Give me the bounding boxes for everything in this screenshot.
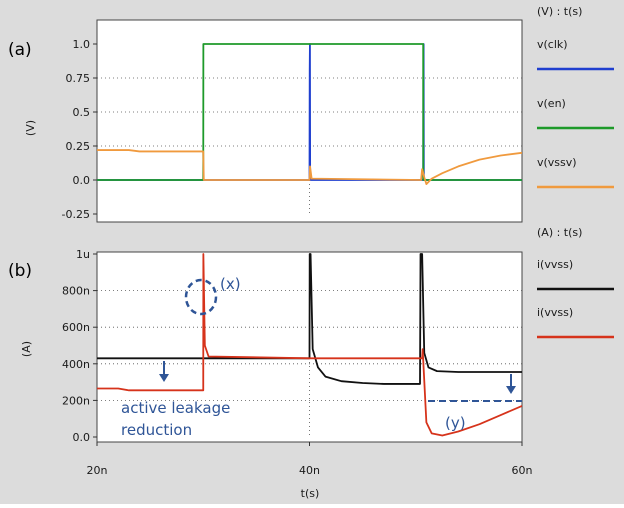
y-tick-label: 400n [62, 358, 90, 371]
leakage-arrow-left [159, 361, 169, 382]
ylabel-b: (A) [20, 341, 33, 357]
legend-label: i(vvss) [537, 258, 573, 271]
y-tick-label: 0.25 [66, 140, 91, 153]
header-a: (V) : t(s) [537, 5, 582, 18]
x-ticks-b: 20n 40n 60n [87, 442, 533, 477]
y-tick-label: -0.25 [62, 208, 90, 221]
panel-b: 0.0 200n 400n 600n 800n 1u 20n 40n 60n (b) (A) … [8, 226, 614, 500]
series-line-0-1 [97, 43, 522, 181]
leakage-text-line1: active leakage [121, 399, 230, 417]
annotation-label-x: (x) [220, 275, 241, 293]
legend-label: i(vvss) [537, 306, 573, 319]
y-tick-label: 0.0 [73, 174, 91, 187]
y-tick-label: 600n [62, 321, 90, 334]
y-tick-label: 200n [62, 394, 90, 407]
ylabel-a: (V) [24, 120, 37, 136]
panel-label-b: (b) [8, 261, 32, 281]
xlabel-b: t(s) [301, 487, 320, 500]
leakage-text-line2: reduction [121, 421, 192, 439]
y-tick-label: 1u [76, 248, 90, 261]
series-lines-a [97, 43, 522, 185]
series-line-1-0 [97, 253, 522, 385]
y-tick-label: 0.75 [66, 72, 91, 85]
y-tick-label: 0.0 [73, 431, 91, 444]
legend-a: v(clk) v(en) v(vssv) [537, 38, 614, 189]
y-ticks-a: -0.25 0.0 0.25 0.5 0.75 1.0 [62, 38, 97, 221]
panel-a: -0.25 0.0 0.25 0.5 0.75 1.0 (a) (V) : t(s) (V… [8, 5, 614, 223]
x-tick-label: 60n [512, 464, 533, 477]
series-line-1-1 [97, 253, 522, 437]
y-tick-label: 800n [62, 285, 90, 298]
header-b: (A) : t(s) [537, 226, 582, 239]
y-tick-label: 0.5 [73, 106, 91, 119]
legend-label: v(clk) [537, 38, 568, 51]
x-tick-label: 20n [87, 464, 108, 477]
annotation-label-y: (y) [445, 414, 466, 432]
panel-label-a: (a) [8, 40, 32, 60]
legend-b: i(vvss) i(vvss) [537, 258, 614, 339]
series-line-0-2 [97, 149, 522, 185]
y-tick-label: 1.0 [73, 38, 91, 51]
legend-label: v(vssv) [537, 156, 577, 169]
annotation-circle-x [184, 278, 218, 316]
legend-label: v(en) [537, 97, 566, 110]
y-ticks-b: 0.0 200n 400n 600n 800n 1u [62, 248, 97, 444]
series-lines-b [97, 253, 522, 437]
x-tick-label: 40n [299, 464, 320, 477]
leakage-arrow-right [506, 374, 516, 394]
